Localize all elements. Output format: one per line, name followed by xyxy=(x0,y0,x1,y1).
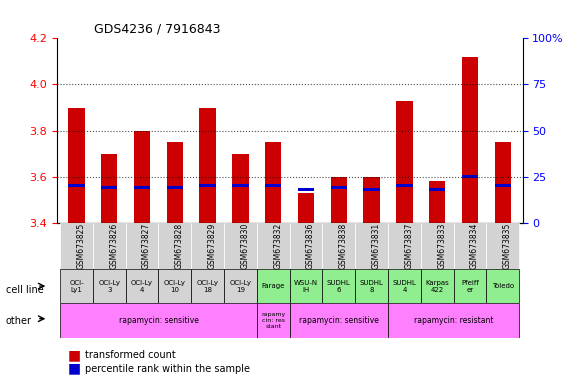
Bar xyxy=(199,184,216,187)
FancyBboxPatch shape xyxy=(257,269,290,303)
Bar xyxy=(462,175,478,178)
FancyBboxPatch shape xyxy=(323,223,355,269)
Bar xyxy=(68,184,85,187)
Text: rapamy
cin: res
stant: rapamy cin: res stant xyxy=(261,312,285,329)
Bar xyxy=(298,188,314,191)
FancyBboxPatch shape xyxy=(486,269,519,303)
FancyBboxPatch shape xyxy=(355,269,388,303)
FancyBboxPatch shape xyxy=(93,223,126,269)
Text: GSM673837: GSM673837 xyxy=(404,223,414,269)
Bar xyxy=(265,184,282,187)
Bar xyxy=(134,131,151,223)
FancyBboxPatch shape xyxy=(290,303,388,338)
FancyBboxPatch shape xyxy=(158,223,191,269)
Text: ■: ■ xyxy=(68,348,81,362)
Bar xyxy=(429,181,445,223)
Bar xyxy=(232,154,249,223)
Text: GSM673826: GSM673826 xyxy=(109,223,118,269)
Text: GSM673835: GSM673835 xyxy=(503,223,512,269)
Text: OCI-Ly
18: OCI-Ly 18 xyxy=(197,280,219,293)
Text: GSM673838: GSM673838 xyxy=(339,223,348,269)
Text: rapamycin: sensitive: rapamycin: sensitive xyxy=(119,316,198,325)
Text: OCI-
Ly1: OCI- Ly1 xyxy=(69,280,84,293)
FancyBboxPatch shape xyxy=(388,303,519,338)
Text: rapamycin: sensitive: rapamycin: sensitive xyxy=(299,316,379,325)
Bar xyxy=(462,57,478,223)
Text: rapamycin: resistant: rapamycin: resistant xyxy=(414,316,494,325)
FancyBboxPatch shape xyxy=(323,269,355,303)
Text: GDS4236 / 7916843: GDS4236 / 7916843 xyxy=(94,23,220,36)
FancyBboxPatch shape xyxy=(454,223,486,269)
FancyBboxPatch shape xyxy=(388,269,421,303)
FancyBboxPatch shape xyxy=(60,269,93,303)
Text: OCI-Ly
10: OCI-Ly 10 xyxy=(164,280,186,293)
Text: OCI-Ly
19: OCI-Ly 19 xyxy=(229,280,252,293)
FancyBboxPatch shape xyxy=(60,303,257,338)
Bar xyxy=(396,101,413,223)
Text: GSM673830: GSM673830 xyxy=(240,223,249,269)
Text: SUDHL
4: SUDHL 4 xyxy=(392,280,416,293)
Text: SUDHL
6: SUDHL 6 xyxy=(327,280,351,293)
Text: GSM673836: GSM673836 xyxy=(306,223,315,269)
Text: GSM673827: GSM673827 xyxy=(142,223,151,269)
Bar xyxy=(134,186,151,189)
Bar xyxy=(166,186,183,189)
FancyBboxPatch shape xyxy=(224,269,257,303)
Text: GSM673834: GSM673834 xyxy=(470,223,479,269)
Bar xyxy=(232,184,249,187)
FancyBboxPatch shape xyxy=(421,269,454,303)
Bar xyxy=(166,142,183,223)
FancyBboxPatch shape xyxy=(257,303,290,338)
FancyBboxPatch shape xyxy=(388,223,421,269)
Bar xyxy=(364,188,380,191)
Bar xyxy=(364,177,380,223)
Bar xyxy=(68,108,85,223)
FancyBboxPatch shape xyxy=(290,223,323,269)
FancyBboxPatch shape xyxy=(421,223,454,269)
Bar xyxy=(101,154,118,223)
Text: ■: ■ xyxy=(68,362,81,376)
Text: SUDHL
8: SUDHL 8 xyxy=(360,280,383,293)
FancyBboxPatch shape xyxy=(355,223,388,269)
FancyBboxPatch shape xyxy=(158,269,191,303)
Bar xyxy=(199,108,216,223)
Bar xyxy=(396,184,413,187)
Bar xyxy=(298,193,314,223)
FancyBboxPatch shape xyxy=(126,223,158,269)
Bar xyxy=(101,186,118,189)
Text: GSM673828: GSM673828 xyxy=(175,223,184,269)
FancyBboxPatch shape xyxy=(224,223,257,269)
FancyBboxPatch shape xyxy=(257,223,290,269)
Bar xyxy=(331,186,347,189)
Text: GSM673829: GSM673829 xyxy=(208,223,216,269)
Text: GSM673832: GSM673832 xyxy=(273,223,282,269)
Text: Farage: Farage xyxy=(262,283,285,289)
Text: GSM673831: GSM673831 xyxy=(371,223,381,269)
Text: OCI-Ly
3: OCI-Ly 3 xyxy=(98,280,120,293)
Text: WSU-N
IH: WSU-N IH xyxy=(294,280,318,293)
FancyBboxPatch shape xyxy=(290,269,323,303)
FancyBboxPatch shape xyxy=(191,269,224,303)
Text: GSM673825: GSM673825 xyxy=(77,223,85,269)
Text: other: other xyxy=(6,316,32,326)
Bar xyxy=(331,177,347,223)
FancyBboxPatch shape xyxy=(486,223,519,269)
Text: Pfeiff
er: Pfeiff er xyxy=(461,280,479,293)
FancyBboxPatch shape xyxy=(191,223,224,269)
FancyBboxPatch shape xyxy=(126,269,158,303)
Text: Toledo: Toledo xyxy=(492,283,514,289)
Text: GSM673833: GSM673833 xyxy=(437,223,446,269)
Bar xyxy=(495,184,511,187)
Bar xyxy=(265,142,282,223)
FancyBboxPatch shape xyxy=(93,269,126,303)
FancyBboxPatch shape xyxy=(454,269,486,303)
Text: OCI-Ly
4: OCI-Ly 4 xyxy=(131,280,153,293)
Text: percentile rank within the sample: percentile rank within the sample xyxy=(85,364,250,374)
Text: Karpas
422: Karpas 422 xyxy=(425,280,449,293)
Text: cell line: cell line xyxy=(6,285,43,295)
Bar xyxy=(495,142,511,223)
Bar xyxy=(429,188,445,191)
Text: transformed count: transformed count xyxy=(85,350,176,360)
FancyBboxPatch shape xyxy=(60,223,93,269)
